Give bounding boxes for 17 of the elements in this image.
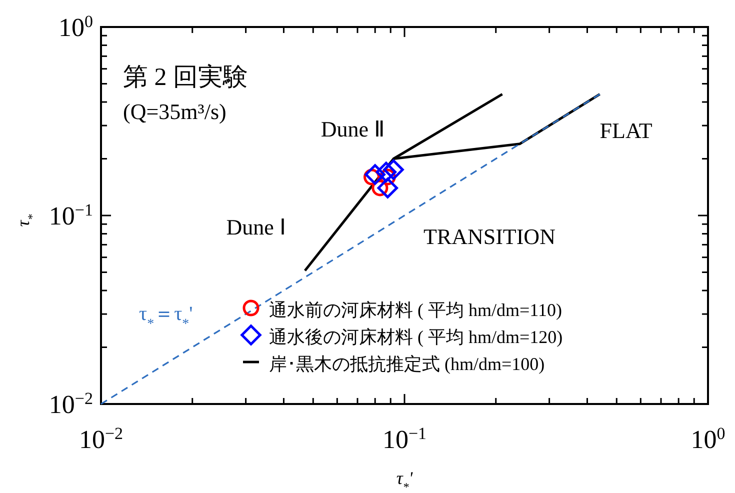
annotation: FLAT — [600, 118, 653, 144]
legend-label: 通水後の河床材料 ( 平均 hm/dm=120) — [269, 327, 563, 347]
y-tick-label: 10$^{−1}$ — [48, 200, 93, 230]
annotation: TRANSITION — [423, 224, 556, 249]
x-axis-title: τ$_{*}$' — [396, 468, 414, 493]
annotation: Dune Ⅱ — [320, 116, 385, 142]
text: (Q=35m³/s) — [123, 99, 226, 124]
y-tick-label: 10$^{0}$ — [58, 12, 93, 42]
series-label: τ$_{*}$＝τ$_{*}$' — [139, 303, 193, 332]
x-tick-label: 10$^{−1}$ — [382, 424, 427, 454]
x-tick-label: 10$^{0}$ — [690, 424, 726, 454]
annotation: Dune Ⅰ — [226, 214, 286, 240]
legend-label: 岸･黒木の抵抗推定式 (hm/dm=100) — [269, 354, 545, 374]
x-tick-label: 10$^{−2}$ — [78, 424, 124, 454]
y-tick-label: 10$^{−2}$ — [48, 388, 93, 419]
text: 第 2 回実験 — [123, 63, 248, 91]
legend-label: 通水前の河床材料 ( 平均 hm/dm=110) — [269, 300, 562, 320]
